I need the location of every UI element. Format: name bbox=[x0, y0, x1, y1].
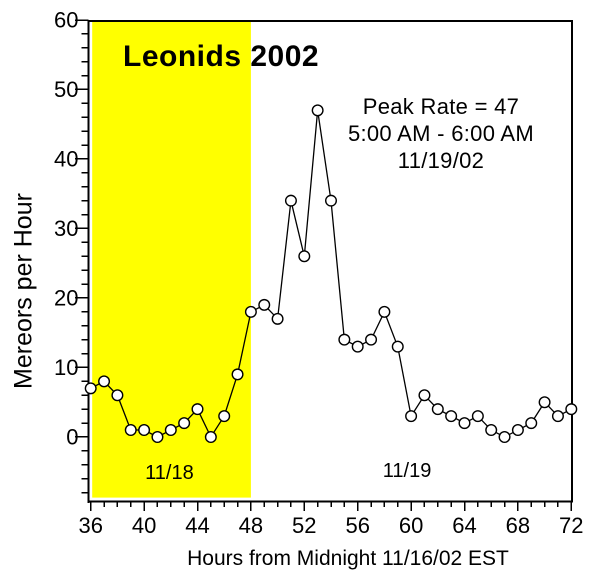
data-point-marker bbox=[471, 410, 484, 423]
data-point-marker bbox=[565, 403, 578, 416]
y-tick-label: 10 bbox=[54, 355, 78, 380]
x-tick-label: 64 bbox=[452, 513, 476, 538]
data-point-marker bbox=[244, 305, 257, 318]
data-point-marker bbox=[151, 430, 164, 443]
data-point-marker bbox=[191, 403, 204, 416]
y-tick-label: 20 bbox=[54, 285, 78, 310]
peak-annotation-line-1: Peak Rate = 47 bbox=[362, 94, 520, 119]
data-point-marker bbox=[231, 368, 244, 381]
data-point-marker bbox=[138, 424, 151, 437]
data-point-marker bbox=[378, 305, 391, 318]
data-point-marker bbox=[338, 333, 351, 346]
x-tick-label: 44 bbox=[185, 513, 209, 538]
chart-title: Leonids 2002 bbox=[123, 40, 320, 73]
data-point-marker bbox=[445, 410, 458, 423]
data-point-marker bbox=[124, 424, 137, 437]
day-label: 11/18 bbox=[145, 462, 194, 484]
data-point-marker bbox=[538, 396, 551, 409]
data-point-marker bbox=[458, 417, 471, 430]
data-point-marker bbox=[178, 417, 191, 430]
x-tick-label: 56 bbox=[345, 513, 369, 538]
data-point-marker bbox=[551, 410, 564, 423]
peak-annotation-line-3: 11/19/02 bbox=[397, 148, 485, 173]
data-point-marker bbox=[284, 194, 297, 207]
y-tick-label: 60 bbox=[54, 8, 78, 33]
x-tick-label: 72 bbox=[559, 513, 583, 538]
x-tick-label: 52 bbox=[292, 513, 316, 538]
data-point-marker bbox=[84, 382, 97, 395]
data-point-marker bbox=[431, 403, 444, 416]
data-point-marker bbox=[405, 410, 418, 423]
y-tick-label: 40 bbox=[54, 146, 78, 171]
peak-annotation-line-2: 5:00 AM - 6:00 AM bbox=[347, 121, 535, 146]
data-point-marker bbox=[204, 430, 217, 443]
y-tick-label: 50 bbox=[54, 77, 78, 102]
data-point-marker bbox=[218, 410, 231, 423]
peak-annotation: Peak Rate = 47 5:00 AM - 6:00 AM 11/19/0… bbox=[348, 93, 534, 174]
data-point-marker bbox=[525, 417, 538, 430]
data-point-marker bbox=[298, 250, 311, 263]
y-tick-label: 0 bbox=[66, 424, 78, 449]
x-tick-label: 48 bbox=[239, 513, 263, 538]
x-axis-title: Hours from Midnight 11/16/02 EST bbox=[187, 547, 509, 570]
y-axis-title: Mereors per Hour bbox=[9, 193, 38, 389]
x-tick-label: 40 bbox=[132, 513, 156, 538]
data-point-marker bbox=[485, 424, 498, 437]
y-tick-label: 30 bbox=[54, 216, 78, 241]
data-point-marker bbox=[98, 375, 111, 388]
data-point-marker bbox=[391, 340, 404, 353]
data-point-marker bbox=[365, 333, 378, 346]
data-point-marker bbox=[418, 389, 431, 402]
data-point-marker bbox=[164, 424, 177, 437]
data-point-marker bbox=[351, 340, 364, 353]
x-tick-label: 60 bbox=[399, 513, 423, 538]
x-tick-label: 36 bbox=[78, 513, 102, 538]
data-point-marker bbox=[311, 104, 324, 117]
data-point-marker bbox=[325, 194, 338, 207]
x-tick-label: 68 bbox=[506, 513, 530, 538]
data-point-marker bbox=[111, 389, 124, 402]
day-label: 11/19 bbox=[383, 460, 432, 482]
data-point-marker bbox=[271, 312, 284, 325]
data-point-marker bbox=[258, 298, 271, 311]
data-point-marker bbox=[511, 424, 524, 437]
data-point-marker bbox=[498, 430, 511, 443]
